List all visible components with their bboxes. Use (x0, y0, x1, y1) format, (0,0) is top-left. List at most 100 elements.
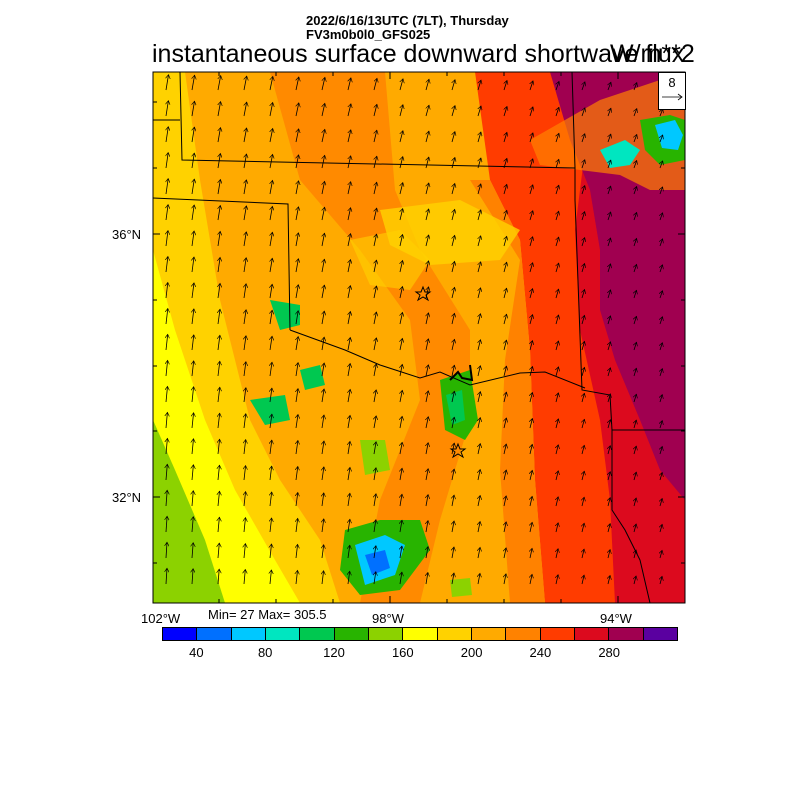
wind-arrow (478, 547, 480, 559)
wind-arrow (608, 420, 610, 429)
wind-arrow (556, 419, 558, 429)
wind-arrow (426, 391, 428, 403)
wind-arrow (530, 522, 532, 533)
wind-arrow (478, 444, 480, 455)
wind-arrow (608, 368, 610, 377)
wind-arrow (504, 107, 507, 117)
wind-arrow (400, 442, 402, 455)
colorbar-tick-label: 160 (391, 645, 414, 660)
wind-arrow (530, 496, 532, 507)
wind-arrow (556, 211, 559, 221)
wind-arrow (270, 388, 272, 403)
wind-arrow (634, 550, 636, 559)
wind-arrow (400, 494, 402, 507)
wind-arrow (166, 360, 168, 377)
wind-arrow (322, 337, 324, 351)
wind-arrow (296, 259, 298, 273)
station-markers (414, 285, 467, 459)
wind-arrow (426, 313, 429, 325)
wind-arrow (582, 471, 584, 481)
wind-arrow (192, 517, 193, 533)
colorbar-swatch (574, 628, 610, 640)
wind-arrow (425, 105, 429, 117)
wind-arrow (556, 185, 559, 195)
wind-arrow (660, 369, 662, 377)
wind-arrow (608, 342, 611, 351)
wind-arrow (296, 467, 298, 481)
wind-arrow (400, 157, 403, 169)
wind-arrow (426, 339, 428, 351)
wind-arrow (270, 258, 272, 273)
wind-arrow (452, 235, 455, 247)
colorbar-swatch (231, 628, 266, 640)
wind-arrow (426, 131, 429, 143)
wind-arrow (218, 569, 219, 585)
wind-arrow (400, 235, 403, 247)
wind-arrow (244, 518, 246, 533)
wind-arrow (478, 418, 480, 429)
wind-arrow (452, 417, 454, 429)
wind-arrow (582, 160, 585, 169)
wind-arrow (478, 132, 481, 143)
wind-arrow (192, 127, 194, 143)
colorbar-swatch (403, 628, 438, 640)
wind-arrow (608, 550, 610, 559)
wind-arrow (504, 392, 506, 403)
wind-arrow (582, 341, 585, 351)
wind-arrow (374, 260, 377, 273)
wind-arrow (504, 210, 507, 221)
wind-arrow (270, 129, 273, 143)
wind-arrow (270, 518, 272, 533)
units-label: W/m**2 (610, 40, 695, 68)
wind-arrow (348, 364, 350, 377)
wind-arrow (322, 233, 325, 247)
wind-arrow (556, 133, 559, 143)
wind-arrow (166, 101, 168, 117)
wind-arrow (660, 291, 663, 299)
wind-arrow (374, 312, 376, 325)
wind-arrow (400, 261, 403, 273)
colorbar-tick-label: 80 (257, 645, 273, 660)
wind-arrow (374, 468, 376, 481)
wind-arrow (608, 134, 611, 143)
wind-arrow (530, 237, 533, 247)
colorbar-swatch (506, 628, 541, 640)
wind-arrow (295, 77, 299, 91)
wind-arrow (556, 549, 558, 559)
wind-arrow (348, 312, 350, 325)
wind-arrow (530, 185, 533, 195)
wind-arrow (608, 108, 611, 117)
wind-arrow (348, 467, 350, 481)
wind-arrow (452, 261, 455, 273)
wind-arrow (660, 265, 663, 273)
wind-arrow (634, 238, 637, 247)
wind-arrow (452, 158, 455, 169)
wind-arrow (244, 76, 247, 91)
wind-arrow (166, 568, 167, 585)
wind-arrow (218, 335, 220, 351)
wind-arrow (244, 336, 246, 351)
wind-arrow (504, 574, 506, 585)
wind-arrow (608, 524, 610, 533)
wind-arrow (478, 210, 481, 221)
wind-arrow (348, 545, 350, 559)
wind-arrow (452, 287, 455, 299)
wind-arrow (452, 184, 455, 195)
wind-arrow (296, 181, 299, 195)
wind-arrow (374, 234, 377, 247)
wind-arrow (166, 490, 167, 507)
wind-arrow (218, 387, 220, 403)
wind-arrow (322, 571, 324, 585)
wind-arrow (530, 211, 533, 221)
wind-arrow (348, 208, 351, 221)
wind-arrow (504, 340, 507, 351)
wind-arrow (400, 390, 402, 403)
wind-arrow (218, 257, 220, 273)
wind-arrow (634, 446, 636, 455)
wind-arrow (608, 186, 611, 195)
wind-arrow (166, 179, 168, 195)
wind-arrow (556, 341, 559, 351)
wind-arrow (660, 499, 662, 507)
wind-arrow (530, 574, 532, 585)
wind-arrow (270, 206, 272, 221)
